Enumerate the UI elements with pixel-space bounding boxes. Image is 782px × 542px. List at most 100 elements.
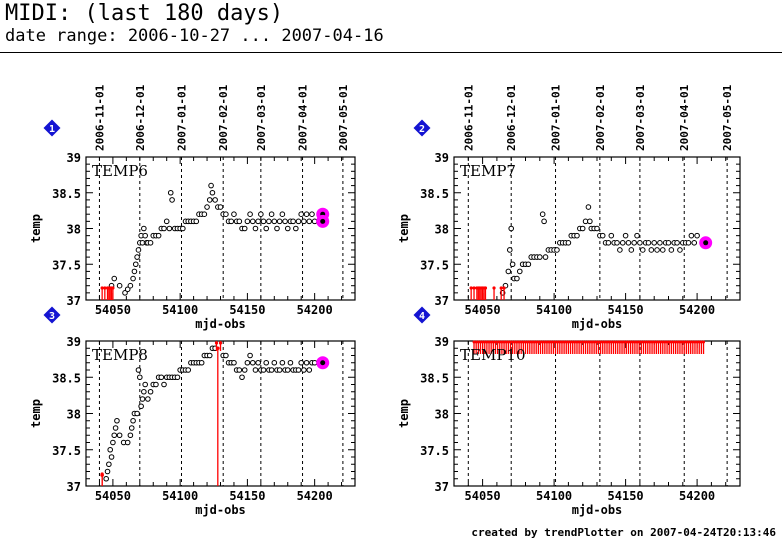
y-axis-label: temp <box>397 214 411 243</box>
data-point <box>654 247 660 253</box>
outlier-point <box>676 340 680 344</box>
outlier-point <box>498 340 502 344</box>
x-tick-label: 54050 <box>95 303 131 317</box>
x-tick-label: 54150 <box>608 303 644 317</box>
outlier-point <box>564 340 568 344</box>
outlier-point <box>678 340 682 344</box>
data-point <box>542 254 549 260</box>
data-point <box>508 225 515 232</box>
y-tick-label: 38 <box>67 408 81 422</box>
outlier-point <box>543 340 547 344</box>
data-point <box>169 197 175 203</box>
data-point <box>231 359 237 366</box>
data-point <box>252 225 259 232</box>
outlier-point <box>526 340 530 344</box>
data-point <box>163 218 170 225</box>
data-point <box>130 275 136 282</box>
outlier-point <box>549 340 553 344</box>
data-point <box>637 240 643 246</box>
outlier-point <box>478 340 482 344</box>
date-axis-label: 2006-12-01 <box>134 84 147 151</box>
data-point <box>608 232 615 239</box>
outlier-point <box>547 340 551 344</box>
outlier-point <box>590 340 594 344</box>
outlier-point <box>620 340 624 344</box>
outlier-point <box>493 340 497 344</box>
outlier-point <box>603 340 607 344</box>
y-tick-label: 39 <box>435 151 449 165</box>
outlier-point <box>618 340 622 344</box>
data-point <box>594 225 600 232</box>
outlier-point <box>469 286 473 290</box>
data-point <box>298 211 305 217</box>
outlier-point <box>541 340 545 344</box>
y-tick-label: 39 <box>67 151 81 165</box>
outlier-point <box>524 340 527 344</box>
outlier-point <box>588 340 592 344</box>
outlier-point <box>499 286 503 290</box>
data-point <box>103 475 109 482</box>
outlier-point <box>562 340 566 344</box>
data-point <box>208 182 214 189</box>
outlier-point <box>637 340 641 344</box>
data-point <box>212 197 218 203</box>
data-point <box>247 211 253 217</box>
y-tick-label: 37.5 <box>52 444 81 458</box>
outlier-point <box>515 340 519 344</box>
data-point <box>217 204 224 210</box>
outlier-point <box>496 340 500 344</box>
outlier-point <box>599 340 603 344</box>
x-tick-label: 54050 <box>95 489 131 503</box>
data-point <box>255 218 261 225</box>
y-tick-label: 37.5 <box>420 258 449 272</box>
data-point <box>252 367 259 373</box>
data-point <box>674 240 680 246</box>
outlier-point <box>558 340 562 344</box>
data-point <box>585 204 592 210</box>
data-point <box>295 367 302 373</box>
data-point <box>539 211 546 217</box>
data-point <box>306 367 313 373</box>
data-point <box>565 240 572 246</box>
data-point <box>116 432 123 439</box>
data-point <box>625 240 632 246</box>
data-point <box>605 240 612 246</box>
outlier-point <box>689 340 693 344</box>
data-point <box>209 189 216 196</box>
outlier-point <box>487 340 491 344</box>
outlier-point <box>614 340 618 344</box>
outlier-point <box>596 340 600 344</box>
y-tick-label: 38 <box>67 223 81 237</box>
outlier-point <box>483 340 487 344</box>
footer-credit: created by trendPlotter on 2007-04-24T20… <box>471 526 776 539</box>
x-tick-label: 54100 <box>162 489 198 503</box>
outlier-point <box>569 340 573 344</box>
y-tick-label: 38.5 <box>420 371 449 385</box>
series-title: TEMP10 <box>460 346 526 364</box>
data-point <box>298 359 305 366</box>
data-point <box>107 446 114 453</box>
x-tick-label: 54200 <box>679 303 715 317</box>
series-title: TEMP7 <box>460 162 516 180</box>
data-point <box>249 218 256 225</box>
data-point <box>142 381 148 388</box>
outlier-point <box>635 340 639 344</box>
outlier-point <box>652 340 656 344</box>
date-axis-label: 2007-04-01 <box>678 84 691 151</box>
outlier-point <box>502 286 506 290</box>
data-point <box>142 232 148 239</box>
outlier-point <box>695 340 699 344</box>
data-point <box>185 367 192 373</box>
data-point <box>266 218 272 225</box>
outlier-point <box>641 340 645 344</box>
data-point <box>104 468 111 475</box>
outlier-point <box>103 286 107 290</box>
x-axis-label: mjd-obs <box>195 317 246 331</box>
outlier-point <box>669 340 673 344</box>
date-axis-label: 2007-05-01 <box>337 84 350 151</box>
date-axis-label: 2007-03-01 <box>634 84 647 151</box>
data-point <box>198 359 205 366</box>
outlier-point <box>536 340 540 344</box>
outlier-point <box>489 340 493 344</box>
